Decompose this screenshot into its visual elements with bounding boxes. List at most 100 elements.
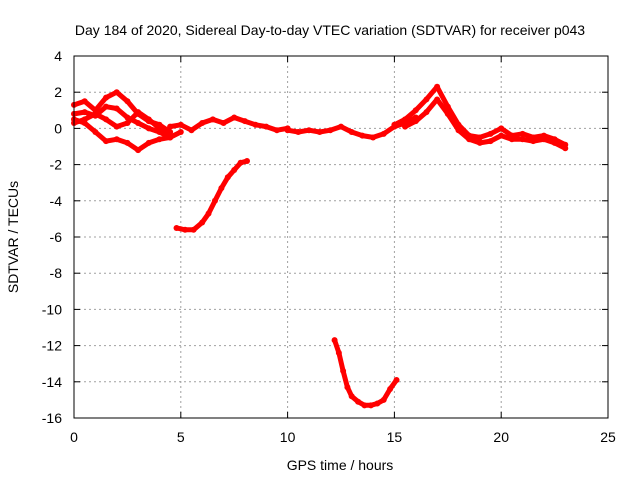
data-point bbox=[231, 114, 238, 121]
y-tick-label: -10 bbox=[42, 301, 62, 317]
data-point bbox=[81, 109, 88, 116]
y-tick-label: -16 bbox=[42, 410, 62, 426]
data-point bbox=[434, 83, 441, 90]
x-tick-label: 20 bbox=[493, 429, 509, 445]
data-point bbox=[476, 139, 483, 146]
data-point bbox=[231, 167, 238, 174]
series-track-7 bbox=[284, 114, 419, 141]
data-point bbox=[124, 98, 131, 105]
data-point bbox=[530, 138, 537, 145]
data-point bbox=[113, 136, 120, 143]
data-point bbox=[92, 129, 99, 136]
data-point bbox=[145, 116, 152, 123]
series-track-4 bbox=[71, 116, 174, 154]
data-point bbox=[167, 134, 174, 141]
data-point bbox=[263, 123, 270, 130]
data-point bbox=[551, 139, 558, 146]
data-point bbox=[498, 132, 505, 139]
y-tick-label: 0 bbox=[54, 120, 62, 136]
data-point bbox=[393, 376, 400, 383]
data-point bbox=[340, 367, 347, 374]
y-tick-label: -8 bbox=[50, 265, 63, 281]
data-point bbox=[540, 136, 547, 143]
data-point bbox=[374, 400, 381, 407]
data-point bbox=[423, 109, 430, 116]
data-point bbox=[423, 96, 430, 103]
data-point bbox=[224, 174, 231, 181]
y-tick-label: 4 bbox=[54, 48, 62, 64]
data-point bbox=[199, 119, 206, 126]
data-point bbox=[444, 110, 451, 117]
data-point bbox=[344, 384, 351, 391]
data-point bbox=[156, 125, 163, 132]
data-point bbox=[338, 123, 344, 130]
data-point bbox=[218, 185, 225, 192]
series-track-8 bbox=[331, 337, 400, 409]
data-point bbox=[305, 127, 312, 134]
data-point bbox=[370, 134, 377, 141]
data-point bbox=[220, 119, 227, 126]
x-tick-label: 15 bbox=[387, 429, 403, 445]
y-tick-labels: -16 -14 -12 -10 -8 -6 -4 -2 0 2 4 bbox=[42, 48, 62, 426]
data-point bbox=[466, 136, 473, 143]
series-trace bbox=[402, 96, 568, 151]
data-point bbox=[188, 127, 195, 134]
data-point bbox=[367, 402, 374, 409]
data-point bbox=[412, 118, 419, 125]
data-point bbox=[81, 98, 88, 105]
data-point bbox=[498, 125, 505, 132]
data-point bbox=[135, 109, 142, 116]
data-point bbox=[135, 147, 142, 154]
data-point bbox=[355, 398, 362, 405]
series-track-9 bbox=[391, 83, 569, 148]
data-point bbox=[92, 110, 99, 117]
series-trace bbox=[71, 116, 173, 153]
x-tick-labels: 0 5 10 15 20 25 bbox=[70, 429, 616, 445]
y-tick-label: -14 bbox=[42, 374, 62, 390]
data-point bbox=[113, 89, 120, 96]
data-point bbox=[391, 121, 398, 128]
data-point bbox=[199, 219, 206, 226]
data-point bbox=[113, 123, 120, 130]
data-point bbox=[211, 197, 218, 204]
data-point bbox=[295, 129, 302, 136]
data-point bbox=[167, 123, 174, 130]
series-trace bbox=[71, 109, 173, 139]
data-point bbox=[476, 134, 483, 141]
y-tick-label: 2 bbox=[54, 84, 62, 100]
data-point bbox=[519, 130, 526, 137]
y-tick-label: -6 bbox=[50, 229, 63, 245]
data-point bbox=[113, 105, 120, 112]
data-point bbox=[508, 136, 515, 143]
data-point bbox=[103, 103, 110, 110]
data-point bbox=[237, 159, 244, 166]
data-point bbox=[124, 119, 131, 126]
data-point bbox=[244, 157, 251, 164]
data-point bbox=[335, 349, 342, 356]
data-point bbox=[455, 127, 462, 134]
data-point bbox=[361, 402, 368, 409]
y-axis-label: SDTVAR / TECUs bbox=[5, 181, 21, 293]
data-point bbox=[380, 130, 387, 137]
chart-title: Day 184 of 2020, Sidereal Day-to-day VTE… bbox=[75, 22, 585, 38]
series-track-5 bbox=[167, 114, 291, 134]
data-point bbox=[156, 136, 163, 143]
x-axis-label: GPS time / hours bbox=[287, 457, 394, 473]
data-point bbox=[348, 129, 355, 136]
data-point bbox=[209, 116, 216, 123]
data-point bbox=[487, 138, 494, 145]
data-point bbox=[205, 210, 212, 217]
data-point bbox=[182, 226, 189, 233]
data-point bbox=[380, 396, 387, 403]
y-tick-label: -2 bbox=[50, 157, 63, 173]
data-point bbox=[348, 393, 355, 400]
data-point bbox=[273, 127, 280, 134]
data-point bbox=[434, 96, 441, 103]
data-point bbox=[402, 123, 409, 130]
data-point bbox=[487, 130, 494, 137]
data-point bbox=[177, 129, 184, 136]
data-point bbox=[173, 224, 180, 231]
data-point bbox=[103, 116, 110, 123]
data-points bbox=[71, 83, 569, 409]
